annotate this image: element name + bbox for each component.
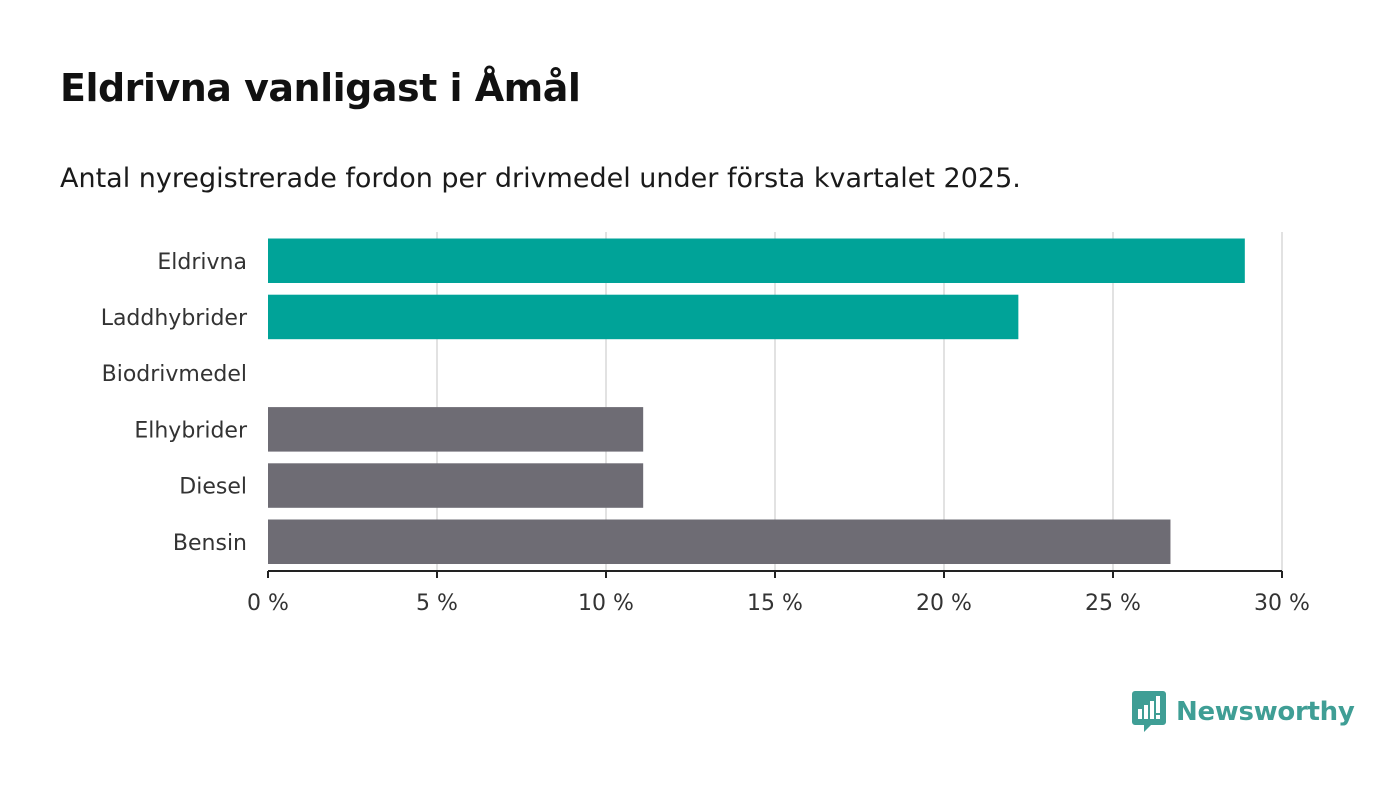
category-label-elhybrider: Elhybrider [134,418,248,443]
x-tick-label-25: 25 % [1085,591,1141,616]
category-label-laddhybrider: Laddhybrider [101,306,248,331]
x-tick-label-10: 10 % [578,591,634,616]
x-tick-label-30: 30 % [1254,591,1310,616]
x-tick-label-15: 15 % [747,591,803,616]
bar-bensin [268,519,1171,564]
category-label-bensin: Bensin [173,531,247,556]
chart-subtitle: Antal nyregistrerade fordon per drivmede… [60,163,1021,194]
category-label-eldrivna: Eldrivna [157,250,247,275]
bar-elhybrider [268,407,644,452]
bar-laddhybrider [268,294,1019,340]
bar-eldrivna [268,238,1245,283]
x-tick-label-20: 20 % [916,591,972,616]
chart-title: Eldrivna vanligast i Åmål [60,66,581,110]
newsworthy-logo-text: Newsworthy [1176,697,1355,727]
newsworthy-logo: Newsworthy [1132,691,1355,732]
x-tick-label-0: 0 % [247,591,289,616]
bar-diesel [268,463,644,508]
x-tick-label-5: 5 % [416,591,458,616]
category-label-diesel: Diesel [179,475,247,500]
newsworthy-logo-icon [1132,691,1166,732]
category-label-biodrivmedel: Biodrivmedel [102,362,247,387]
